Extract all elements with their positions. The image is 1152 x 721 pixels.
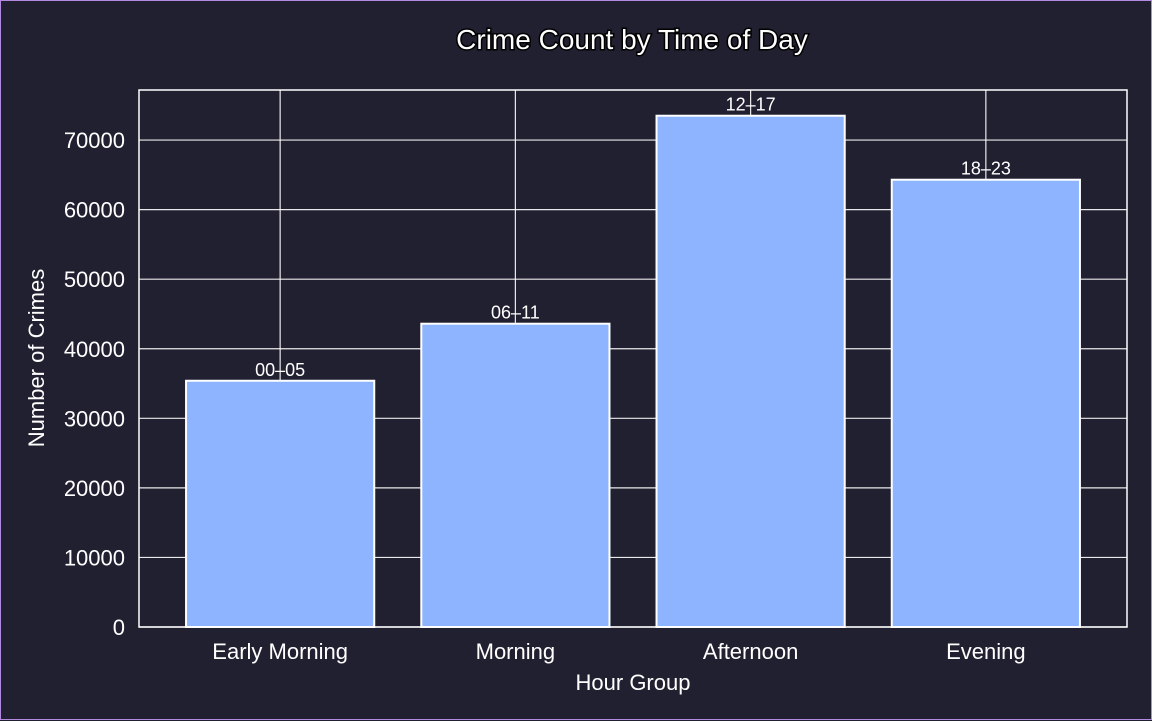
y-tick-label: 20000 xyxy=(64,476,125,501)
x-tick-label: Early Morning xyxy=(212,639,348,664)
bar xyxy=(185,379,376,628)
bar xyxy=(890,178,1081,628)
y-tick-label: 40000 xyxy=(64,337,125,362)
bar-value-label: 00–05 xyxy=(255,360,305,380)
y-tick-label: 60000 xyxy=(64,198,125,223)
x-tick-label: Evening xyxy=(946,639,1026,664)
y-tick-label: 50000 xyxy=(64,267,125,292)
label-layer: 0 10000 20000 30000 40000 50000 60000 70000 00–0… xyxy=(64,95,1026,664)
y-tick-label: 70000 xyxy=(64,128,125,153)
plot-area-border xyxy=(138,89,1128,628)
chart-title: Crime Count by Time of Day xyxy=(456,24,808,55)
bar-layer xyxy=(185,114,1081,628)
bar-value-label: 12–17 xyxy=(726,95,776,115)
x-tick-label: Morning xyxy=(476,639,555,664)
bar xyxy=(420,322,611,628)
bar-value-label: 18–23 xyxy=(961,159,1011,179)
y-tick-label: 0 xyxy=(113,615,125,640)
bar xyxy=(655,114,846,628)
x-tick-label: Afternoon xyxy=(703,639,798,664)
y-tick-label: 10000 xyxy=(64,545,125,570)
bar-value-label: 06–11 xyxy=(491,303,540,323)
y-axis-label: Number of Crimes xyxy=(24,269,49,447)
y-tick-label: 30000 xyxy=(64,406,125,431)
x-axis-label: Hour Group xyxy=(576,670,691,695)
